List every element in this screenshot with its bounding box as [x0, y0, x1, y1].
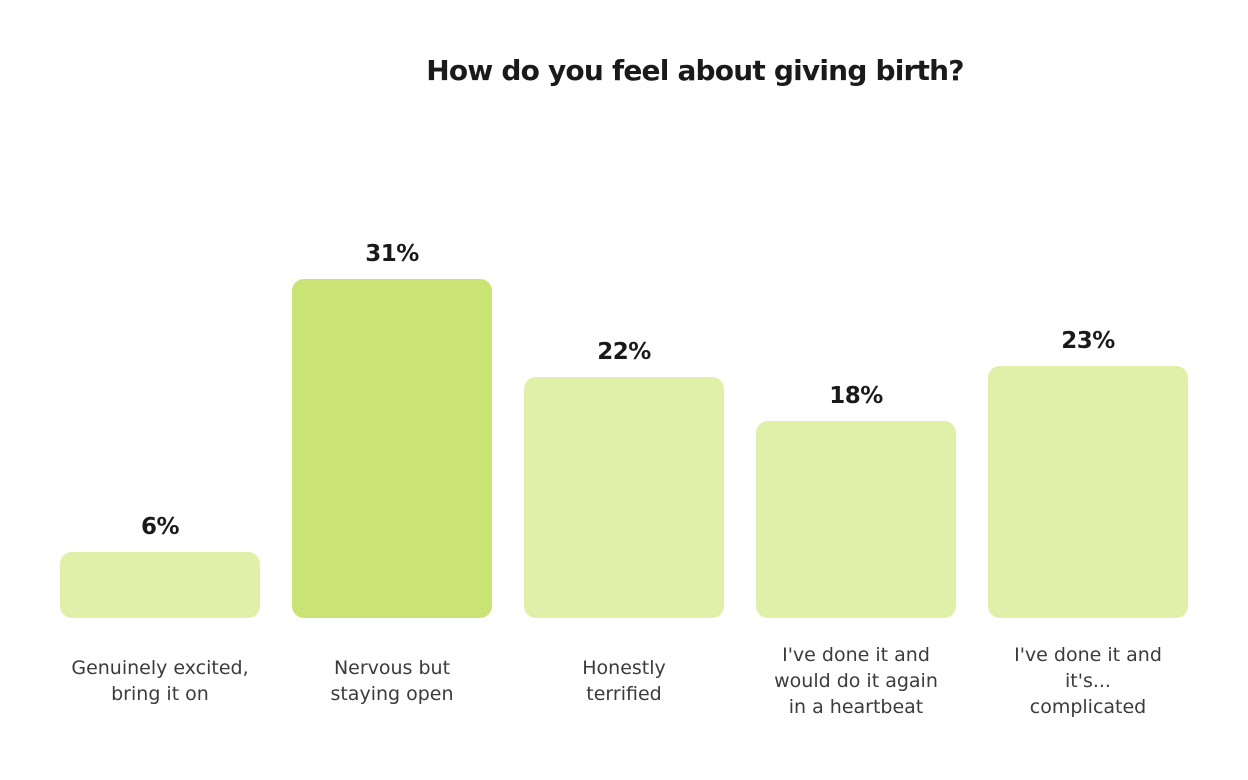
- category-label-5: I've done it and it's... complicated: [1014, 644, 1162, 718]
- bar-3: [524, 377, 724, 618]
- category-label-4: I've done it and would do it again in a he…: [774, 644, 938, 718]
- bar-2: [292, 279, 492, 618]
- bar-5: [988, 366, 1188, 618]
- value-label-3: 22%: [597, 339, 651, 365]
- value-label-4: 18%: [829, 383, 883, 409]
- value-label-2: 31%: [365, 241, 419, 267]
- bar-1: [60, 552, 260, 618]
- category-label-3: Honestly terrified: [582, 657, 666, 705]
- value-label-1: 6%: [141, 514, 180, 540]
- bar-4: [756, 421, 956, 618]
- value-label-5: 23%: [1061, 328, 1115, 354]
- chart-title: How do you feel about giving birth?: [426, 54, 964, 87]
- category-label-2: Nervous but staying open: [330, 657, 454, 705]
- category-label-1: Genuinely excited, bring it on: [71, 657, 249, 705]
